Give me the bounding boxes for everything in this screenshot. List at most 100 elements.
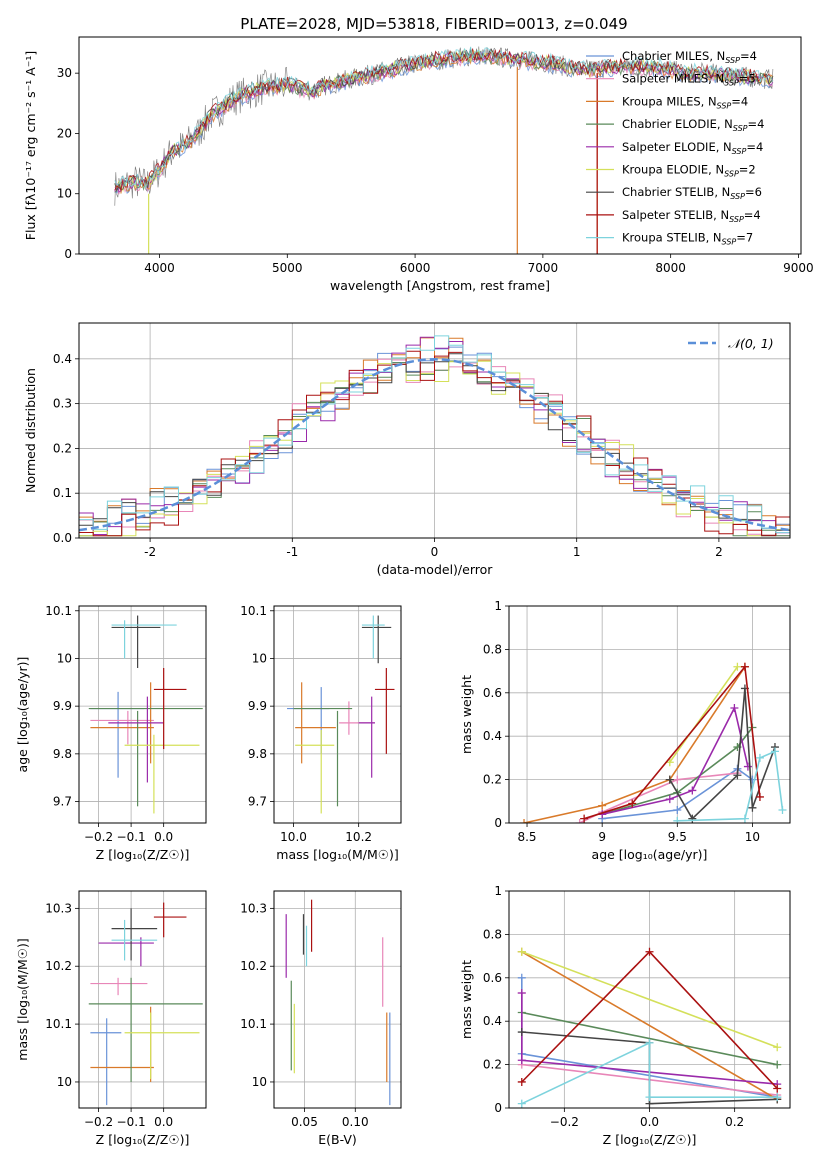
x-axis-label: mass [log₁₀(M/M☉)] [276,847,398,862]
y-tick-label: 10 [57,187,72,201]
series-line [669,688,776,820]
x-tick-label: −0.1 [117,1115,146,1129]
panel-residual-histogram: -2 -1 0 1 2 0.0 0.1 0.2 0.3 0.4 (data-model)/error… [23,322,791,577]
data-point [575,819,584,823]
panels: 4000 5000 6000 7000 8000 90000102030wavelengt… [15,36,814,1147]
errorbar-chabrier-miles [90,1018,122,1106]
histogram-kroupa-stelib [79,335,790,534]
series-salpeter-stelib [580,662,764,823]
axes-frame [273,605,402,824]
errorbar-kroupa-miles [90,1006,154,1082]
data-point [517,1056,526,1065]
y-tick-label: 10.1 [45,1017,72,1031]
y-tick-label: 9.9 [248,699,267,713]
y-tick-label: 0.8 [483,642,502,656]
x-tick-label: −0.2 [84,830,113,844]
data-point [773,1084,782,1093]
axes-frame [273,890,402,1109]
model-spectrum-kroupa-miles [114,52,774,194]
panel-age-vs-mass: 10.0 10.2 9.7 9.8 9.9 10 10.1 mass [log₁₀(M/M☉)… [240,604,402,862]
data-point [628,799,637,808]
errorbar-chabrier-elodie [88,977,203,1082]
errorbar-chabrier-stelib [111,615,161,668]
data-point [645,1038,654,1047]
y-tick-label: 9.8 [53,747,72,761]
y-tick-label: 9.7 [248,795,267,809]
y-tick-label: 0.4 [53,352,72,366]
y-tick-label: 0.4 [483,1014,502,1028]
series-salpeter-stelib [517,947,782,1093]
y-tick-label: 10.1 [240,1017,267,1031]
data-point [517,988,526,997]
errorbar-salpeter-elodie [98,937,154,967]
series-line [521,951,778,1100]
errorbar-salpeter-stelib [153,902,187,938]
series-line [521,951,778,1048]
series-kroupa-miles [520,662,749,823]
y-tick-label: 10 [57,651,72,665]
y-axis-label: Flux [fλ10⁻¹⁷ erg cm⁻² s⁻¹ A⁻¹] [23,51,38,240]
data-point [517,1077,526,1086]
data-point [740,814,749,823]
data-point [688,786,697,795]
data-point [673,816,682,823]
axes-frame [78,322,791,539]
legend-label: Chabrier ELODIE, NSSP=4 [622,117,764,133]
y-tick-label: 0.2 [483,1058,502,1072]
x-tick-label: 9 [598,830,606,844]
data-point [520,819,529,823]
panel-mass-weight-vs-Z: −0.2 0.0 0.2 0 0.2 0.4 0.6 0.8 1 Z [log₁₀(Z/Z☉)] m… [459,884,791,1147]
series-line [521,1041,778,1105]
x-tick-label: 10.2 [345,830,372,844]
axes-frame [78,36,802,255]
y-tick-label: 10 [252,1075,267,1089]
errorbar-salpeter-miles [90,977,148,996]
panel-mass-weight-vs-age: 8.5 9 9.5 10 0 0.2 0.4 0.6 0.8 1 age [log₁₀(age/yr… [459,599,791,862]
data-point [688,814,697,823]
axes-frame [508,605,791,824]
x-axis-label: (data-model)/error [377,562,494,577]
y-tick-label: 20 [57,126,72,140]
data-point [730,703,739,712]
x-axis-label: Z [log₁₀(Z/Z☉)] [96,847,190,862]
axes-frame [508,890,791,1109]
y-axis-label: Normed distribution [23,368,38,493]
x-tick-label: 10.0 [280,830,307,844]
x-tick-label: 10 [745,830,760,844]
y-tick-label: 0.2 [483,773,502,787]
series-salpeter-miles [575,769,742,823]
errorbar-chabrier-stelib [361,615,392,664]
y-tick-label: 0.1 [53,486,72,500]
x-tick-label: 9000 [783,261,814,275]
y-tick-label: 9.9 [53,699,72,713]
x-tick-label: 8.5 [517,830,536,844]
series-line [677,750,784,822]
y-tick-label: 10 [57,1075,72,1089]
y-tick-label: 0.6 [483,971,502,985]
legend-label: Salpeter MILES, NSSP=5 [622,72,756,88]
data-point [517,1028,526,1037]
x-tick-label: 1 [573,545,581,559]
gaussian-curve [79,358,790,532]
x-tick-label: 0.10 [342,1115,369,1129]
series-line [602,767,753,820]
axes-frame [78,605,207,824]
errorbar-chabrier-elodie [293,707,353,807]
y-tick-label: 10 [252,651,267,665]
legend-label: Kroupa MILES, NSSP=4 [622,94,748,110]
y-tick-label: 10.1 [45,604,72,618]
legend-label: Kroupa ELODIE, NSSP=2 [622,163,756,179]
x-tick-label: 0.0 [154,1115,173,1129]
errorbar-kroupa-elodie [124,734,200,814]
data-point [665,775,674,784]
data-point [580,814,589,823]
data-point [755,792,764,801]
y-tick-label: 0.6 [483,686,502,700]
plot-area [285,899,391,1106]
series-salpeter-elodie [598,703,752,819]
series-salpeter-elodie [517,988,782,1089]
x-tick-label: 0 [431,545,439,559]
y-tick-label: 0.0 [53,531,72,545]
legend-label: Kroupa STELIB, NSSP=7 [622,231,753,247]
